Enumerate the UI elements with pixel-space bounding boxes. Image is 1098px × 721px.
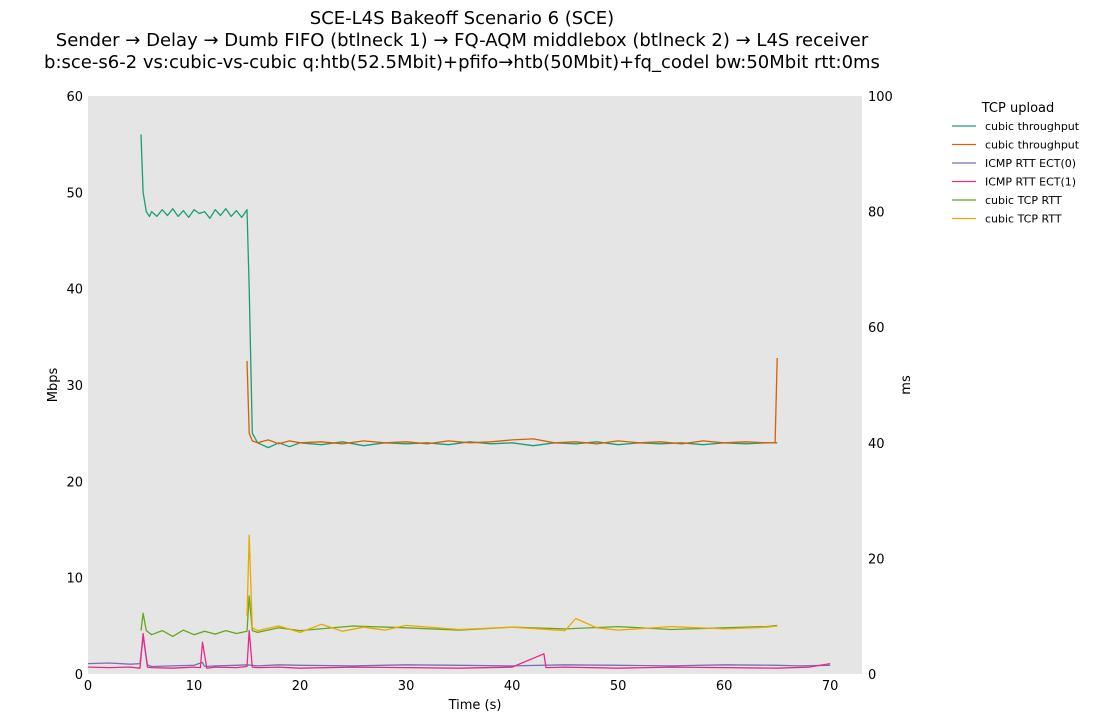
chart-title: SCE-L4S Bakeoff Scenario 6 (SCE) Sender … xyxy=(44,8,880,73)
y-axis-right-label: ms xyxy=(899,375,914,395)
y-left-tick-label: 0 xyxy=(75,668,83,683)
legend-label-2: ICMP RTT ECT(0) xyxy=(985,157,1076,170)
y-left-tick-label: 20 xyxy=(66,475,83,490)
series-line-3 xyxy=(87,629,831,669)
y-right-tick-label: 40 xyxy=(868,437,885,452)
y-left-tick-label: 10 xyxy=(66,572,83,587)
x-tick-label: 70 xyxy=(822,679,839,694)
y-right-tick-label: 100 xyxy=(868,90,893,105)
series-line-1 xyxy=(246,357,778,445)
y-left-tick-label: 50 xyxy=(66,186,83,201)
y-axis-left-label: Mbps xyxy=(46,368,61,403)
y-right-tick-label: 20 xyxy=(868,552,885,567)
legend-label-3: ICMP RTT ECT(1) xyxy=(985,176,1076,189)
legend-label-4: cubic TCP RTT xyxy=(985,194,1062,207)
legend-label-0: cubic throughput xyxy=(985,120,1080,133)
title-line-2: Sender → Delay → Dumb FIFO (btlneck 1) →… xyxy=(56,30,869,51)
x-axis-ticks: 0 10 20 30 40 50 60 70 xyxy=(84,679,839,694)
title-line-1: SCE-L4S Bakeoff Scenario 6 (SCE) xyxy=(310,8,614,29)
y-right-tick-label: 80 xyxy=(868,206,885,221)
legend-label-5: cubic TCP RTT xyxy=(985,213,1062,226)
y-axis-right-ticks: 0 20 40 60 80 100 xyxy=(868,90,893,683)
y-axis-left-ticks: 0 10 20 30 40 50 60 xyxy=(66,90,83,683)
title-line-3: b:sce-s6-2 vs:cubic-vs-cubic q:htb(52.5M… xyxy=(44,52,880,73)
y-left-tick-label: 30 xyxy=(66,379,83,394)
legend-label-1: cubic throughput xyxy=(985,139,1080,152)
x-tick-label: 0 xyxy=(84,679,92,694)
series-line-4 xyxy=(140,595,778,638)
plot-area xyxy=(88,96,862,674)
x-tick-label: 20 xyxy=(292,679,309,694)
legend-entries: cubic throughput cubic throughput ICMP RTT… xyxy=(952,120,1080,226)
x-tick-label: 60 xyxy=(716,679,733,694)
x-tick-label: 40 xyxy=(504,679,521,694)
series-layer xyxy=(87,134,831,669)
series-line-5 xyxy=(246,534,778,634)
y-left-tick-label: 40 xyxy=(66,283,83,298)
y-right-tick-label: 60 xyxy=(868,321,885,336)
x-tick-label: 10 xyxy=(186,679,203,694)
y-left-tick-label: 60 xyxy=(66,90,83,105)
x-tick-label: 50 xyxy=(610,679,627,694)
legend-title: TCP upload xyxy=(981,101,1055,116)
x-tick-label: 30 xyxy=(398,679,415,694)
y-right-tick-label: 0 xyxy=(868,668,876,683)
x-axis-label: Time (s) xyxy=(448,698,502,713)
